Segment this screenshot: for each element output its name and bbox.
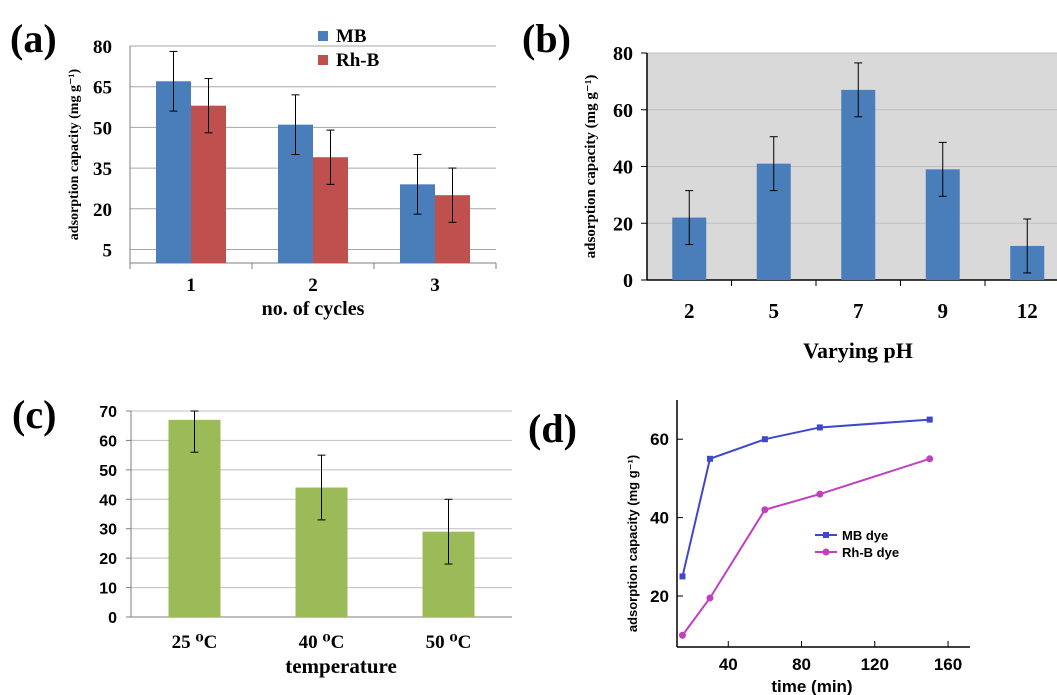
panel-d-xtick-label: 80 — [792, 655, 811, 674]
panel-d-point-rhb — [926, 455, 934, 463]
panel-d-ytick-label: 60 — [650, 430, 669, 449]
panel-a-legend-label: Rh-B — [336, 50, 380, 71]
panel-d-xlabel: time (min) — [771, 677, 852, 695]
panel-d-point-rhb — [678, 631, 686, 639]
panel-d-xtick-label: 120 — [861, 655, 889, 674]
panel-d-ytick-label: 40 — [650, 509, 669, 528]
panel-d-legend-label: Rh-B dye — [842, 545, 899, 560]
panel-b-ylabel: adsorption capacity (mg g⁻¹) — [583, 75, 599, 259]
panel-b-ytick-label: 20 — [613, 213, 633, 235]
panel-d-legend-marker — [822, 548, 830, 556]
panel-c-xtick-label: 50 ⁰C — [426, 632, 472, 653]
panel-a-xtick-label: 2 — [308, 275, 318, 296]
panel-a-legend-swatch — [318, 31, 328, 41]
panel-b-xtick-label: 5 — [769, 299, 780, 323]
panel-d-point-rhb — [816, 490, 824, 498]
panel-c-xtick-label: 40 ⁰C — [299, 632, 345, 653]
panel-a-ytick-label: 20 — [93, 200, 112, 221]
panel-d-xtick-label: 160 — [934, 655, 962, 674]
panel-c-ytick-label: 60 — [99, 433, 117, 450]
panel-d-point-mb — [816, 424, 823, 431]
panel-b-tag: (b) — [522, 16, 571, 61]
panel-b-xlabel: Varying pH — [803, 338, 913, 363]
panel-a-legend-swatch — [318, 55, 328, 65]
panel-a-ytick-label: 5 — [103, 240, 113, 261]
panel-b-bar — [841, 89, 876, 280]
panel-a-ytick-label: 80 — [93, 37, 112, 58]
panel-c-ytick-label: 70 — [99, 404, 117, 421]
panel-a-xtick-label: 3 — [430, 275, 440, 296]
panel-d-ytick-label: 20 — [650, 587, 669, 606]
panel-d-tag: (d) — [528, 406, 577, 451]
panel-a-ylabel: adsorption capacity (mg g⁻¹) — [67, 68, 82, 240]
panel-a-ytick-label: 50 — [93, 118, 112, 139]
panel-b-ytick-label: 80 — [613, 43, 633, 65]
panel-d-ylabel: adsorption capacity (mg g⁻¹) — [625, 455, 640, 632]
panel-c-tag: (c) — [12, 392, 56, 437]
panel-a-ytick-label: 35 — [93, 159, 112, 180]
panel-b-xtick-label: 9 — [938, 299, 949, 323]
panel-a-xlabel: no. of cycles — [262, 298, 365, 320]
panel-c-xlabel: temperature — [285, 654, 397, 678]
panel-d-point-mb — [679, 573, 686, 580]
panel-c-ytick-label: 30 — [99, 522, 117, 539]
panel-b-xtick-label: 7 — [853, 299, 864, 323]
panel-d-point-mb — [926, 416, 933, 423]
panel-c-ytick-label: 40 — [99, 492, 117, 509]
panel-c-ytick-label: 20 — [99, 551, 117, 568]
panel-c-xtick-label: 25 ⁰C — [172, 632, 218, 653]
panel-b-xtick-label: 12 — [1017, 299, 1038, 323]
panel-b-ytick-label: 40 — [613, 157, 633, 179]
panel-b-xtick-label: 2 — [684, 299, 695, 323]
panel-c-ytick-label: 0 — [108, 610, 117, 627]
panel-a-ytick-label: 65 — [93, 78, 112, 99]
panel-a-tag: (a) — [10, 16, 57, 61]
panel-d-point-rhb — [761, 506, 769, 514]
panel-a-legend-label: MB — [336, 26, 367, 47]
panel-a-xtick-label: 1 — [186, 275, 196, 296]
panel-d-legend-marker — [823, 532, 829, 538]
panel-d-legend-label: MB dye — [842, 528, 888, 543]
panel-b-ytick-label: 60 — [613, 100, 633, 122]
panel-d-point-mb — [706, 455, 713, 462]
panel-d-point-mb — [761, 436, 768, 443]
panel-d-xtick-label: 40 — [719, 655, 738, 674]
panel-c-ytick-label: 50 — [99, 463, 117, 480]
panel-c-ytick-label: 10 — [99, 581, 117, 598]
panel-d-point-rhb — [706, 594, 714, 602]
panel-b-ytick-label: 0 — [623, 270, 633, 292]
